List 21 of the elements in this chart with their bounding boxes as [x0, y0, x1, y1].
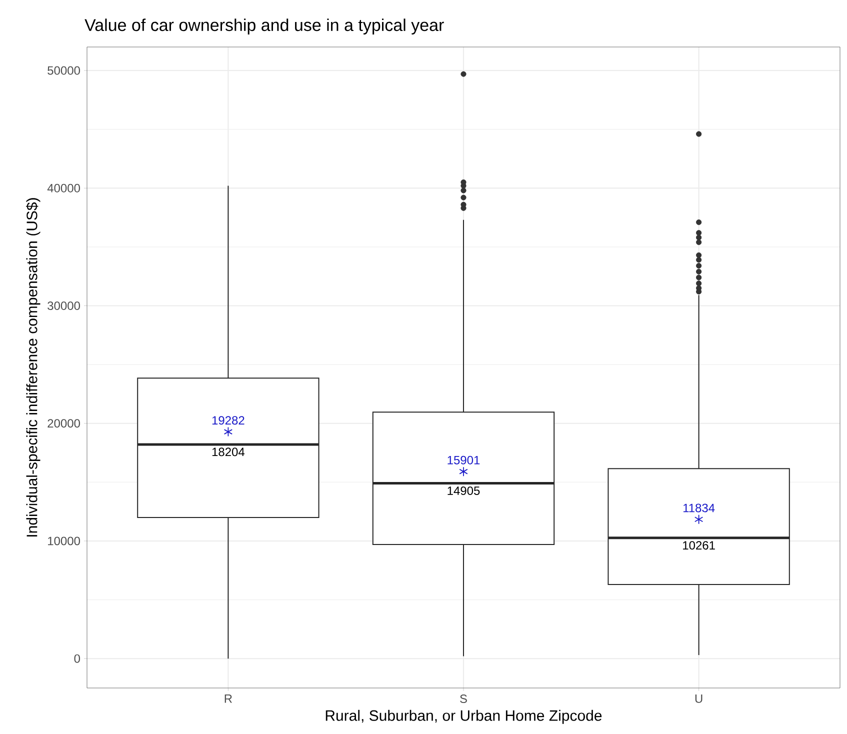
annotation: 18204 [212, 448, 245, 456]
point [694, 514, 704, 524]
chart-title: Value of car ownership and use in a typical year [84, 18, 444, 34]
y-tick-label: 40000 [47, 184, 80, 192]
annotation: 14905 [448, 486, 480, 495]
point [224, 426, 233, 437]
y-tick-label: 10000 [48, 536, 80, 546]
annotation: 19282 [212, 416, 244, 425]
point [459, 466, 468, 477]
x-axis-title: Rural, Suburban, or Urban Home Zipcode [326, 710, 602, 724]
y-tick-label: 0 [74, 654, 80, 663]
x-tick-label: U [695, 694, 702, 703]
x-tick-label: S [460, 694, 467, 704]
y-tick-label: 20000 [48, 419, 80, 428]
annotation: 11834 [683, 504, 715, 512]
y-tick-label: 30000 [48, 302, 80, 310]
y-tick-label: 50000 [48, 66, 80, 75]
annotation: 10261 [683, 541, 715, 550]
x-tick-label: R [224, 694, 232, 703]
annotation: 15901 [448, 456, 480, 464]
y-axis-title: Individual-specific indifference compensation (US$) [26, 198, 40, 536]
